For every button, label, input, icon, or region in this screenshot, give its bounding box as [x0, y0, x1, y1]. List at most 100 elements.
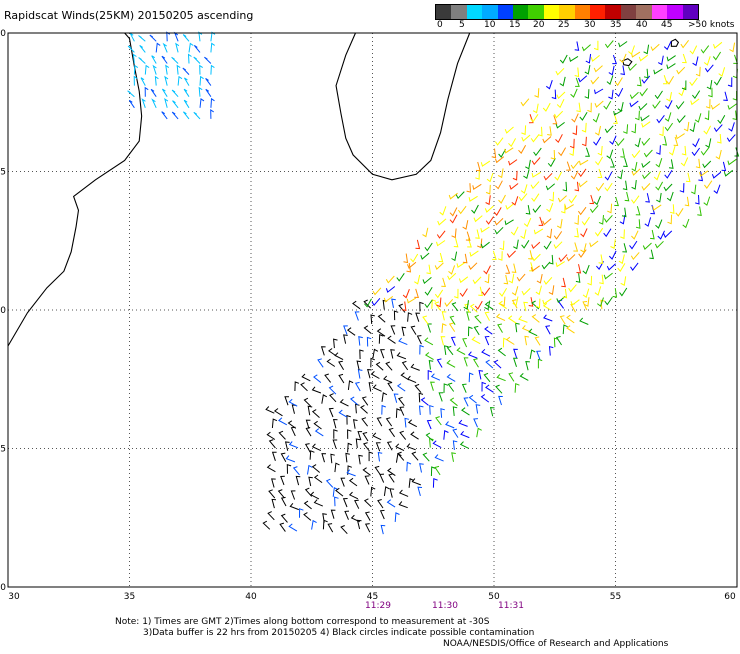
- x-tick-label: 45: [367, 592, 378, 602]
- wind-barb: [371, 297, 381, 307]
- wind-barb: [511, 196, 519, 206]
- wind-barb: [393, 310, 399, 321]
- wind-barb: [364, 523, 371, 533]
- wind-barb: [568, 195, 577, 204]
- wind-barb: [458, 419, 468, 427]
- wind-barb: [534, 88, 540, 98]
- wind-barb: [343, 334, 348, 344]
- wind-barb: [358, 454, 363, 465]
- wind-barb: [489, 407, 495, 417]
- wind-barb: [395, 408, 401, 418]
- wind-barb: [546, 80, 553, 90]
- wind-barb: [436, 240, 446, 247]
- wind-barb: [289, 502, 299, 511]
- color-swatch: [620, 5, 637, 19]
- wind-barb: [347, 429, 352, 439]
- wind-barb: [553, 337, 559, 348]
- wind-barb: [640, 115, 650, 122]
- wind-barb: [292, 466, 300, 476]
- wind-barb: [338, 409, 348, 418]
- wind-barb: [348, 491, 359, 500]
- wind-barb: [657, 55, 664, 66]
- wind-barb: [697, 206, 702, 217]
- color-scale-label: 20: [533, 20, 545, 30]
- wind-barb: [327, 523, 334, 533]
- wind-barb: [698, 171, 704, 182]
- wind-barb: [549, 191, 555, 202]
- wind-barb: [519, 373, 529, 381]
- wind-barb: [372, 348, 379, 359]
- wind-barb: [631, 150, 641, 159]
- wind-barb: [593, 195, 601, 206]
- wind-barb: [352, 300, 361, 310]
- wind-barb: [623, 124, 629, 135]
- wind-barb: [518, 144, 527, 154]
- wind-barb: [154, 75, 159, 86]
- wind-barb: [359, 349, 364, 360]
- wind-barb: [619, 287, 628, 297]
- wind-barb: [615, 138, 625, 147]
- wind-barb: [689, 45, 698, 55]
- color-scale-label: 25: [558, 20, 570, 30]
- wind-barb: [663, 183, 673, 192]
- wind-barb: [690, 184, 697, 195]
- wind-barb: [340, 525, 348, 535]
- wind-barb: [199, 75, 204, 86]
- wind-barb: [584, 89, 590, 99]
- wind-barb: [434, 262, 444, 270]
- wind-barb: [643, 68, 649, 79]
- wind-barb: [210, 97, 215, 108]
- wind-barb: [466, 183, 472, 193]
- wind-barb: [700, 45, 710, 54]
- wind-barb: [582, 264, 590, 275]
- wind-barb: [370, 314, 375, 324]
- wind-barb: [478, 370, 484, 380]
- wind-barb: [420, 397, 429, 406]
- wind-barb: [584, 297, 590, 307]
- wind-barb: [484, 301, 494, 310]
- wind-barb: [554, 110, 564, 119]
- wind-barb: [410, 363, 420, 371]
- wind-barb: [127, 90, 135, 98]
- wind-barb: [548, 285, 555, 295]
- wind-barb: [414, 383, 422, 394]
- wind-barb: [558, 254, 568, 263]
- wind-barb: [469, 303, 478, 313]
- wind-barb: [307, 405, 313, 416]
- wind-barb: [497, 347, 506, 357]
- wind-barb: [650, 43, 660, 52]
- wind-barb: [566, 254, 576, 262]
- wind-barb: [508, 159, 518, 166]
- wind-barb: [379, 349, 385, 359]
- wind-barb: [562, 288, 568, 299]
- wind-barb: [663, 75, 668, 85]
- wind-barb: [562, 324, 568, 335]
- wind-barb: [403, 253, 409, 264]
- wind-barb: [587, 275, 593, 286]
- wind-barb: [355, 403, 360, 414]
- wind-barb: [556, 218, 563, 229]
- wind-barb: [675, 208, 684, 217]
- wind-barb: [579, 112, 588, 121]
- wind-barb: [280, 452, 287, 462]
- wind-barb: [678, 86, 686, 97]
- wind-barb: [652, 100, 661, 109]
- wind-barb: [335, 487, 344, 497]
- wind-barb: [419, 463, 424, 473]
- wind-barb: [432, 440, 442, 449]
- wind-barb: [511, 299, 518, 309]
- wind-barb: [173, 31, 179, 42]
- wind-barb: [578, 75, 588, 83]
- wind-barb: [571, 113, 579, 123]
- wind-barb: [630, 252, 640, 261]
- wind-barb: [473, 325, 480, 336]
- wind-barb: [397, 396, 405, 407]
- wind-barb: [358, 336, 363, 346]
- wind-barb: [394, 512, 400, 522]
- wind-barb: [485, 195, 491, 206]
- color-swatch: [543, 5, 560, 19]
- wind-barb: [619, 53, 627, 64]
- wind-barb: [508, 138, 517, 148]
- wind-barb: [361, 396, 369, 406]
- wind-barb: [370, 371, 380, 379]
